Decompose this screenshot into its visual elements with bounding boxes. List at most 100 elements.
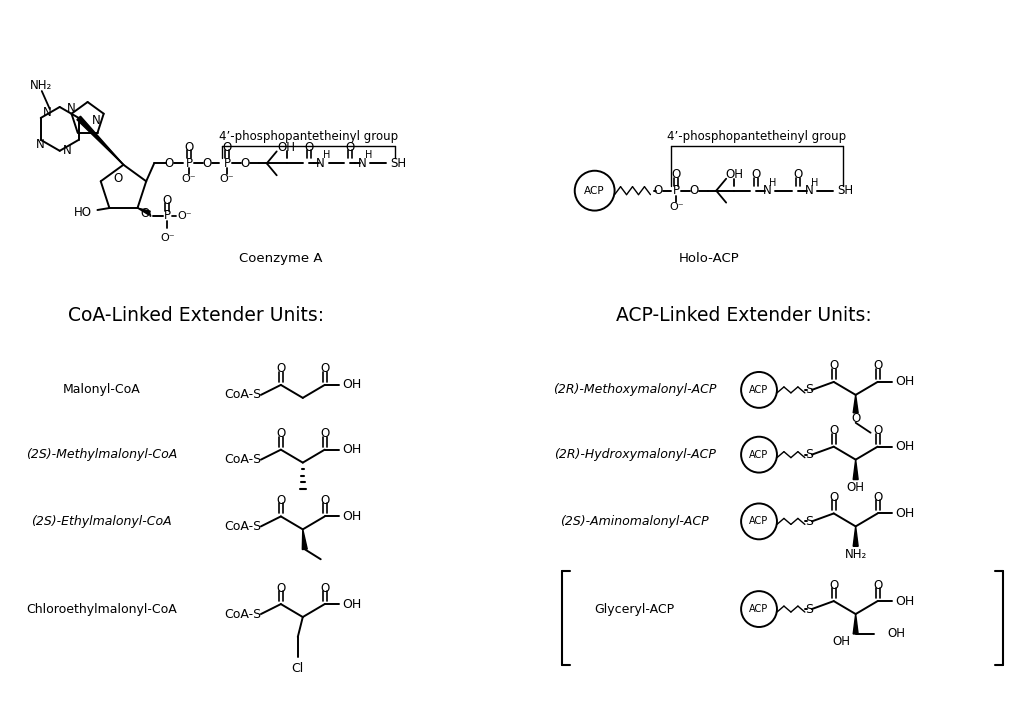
Circle shape [574,171,615,210]
Text: OH: OH [725,168,744,181]
Text: O: O [672,168,681,181]
Text: N: N [35,138,45,151]
Text: O: O [752,168,761,181]
Text: NH₂: NH₂ [29,79,52,92]
Text: O: O [113,173,124,185]
Text: CoA-Linked Extender Units:: CoA-Linked Extender Units: [68,306,324,325]
Text: O: O [164,157,174,170]
Circle shape [742,437,777,472]
Text: CoA-S: CoA-S [224,388,261,401]
Text: N: N [67,103,76,116]
Polygon shape [853,614,858,634]
Text: (2S)-Aminomalonyl-ACP: (2S)-Aminomalonyl-ACP [560,515,709,528]
Polygon shape [138,208,150,215]
Text: O: O [873,424,882,438]
Text: O: O [320,427,329,440]
Text: O: O [690,184,699,197]
Text: ACP: ACP [585,186,605,196]
Text: O: O [222,141,232,154]
Text: Malonyl-CoA: Malonyl-CoA [63,384,141,397]
Text: O: O [873,579,882,592]
Text: N: N [316,157,325,170]
Text: P: P [673,184,680,197]
Text: SH: SH [390,157,406,170]
Text: O⁻: O⁻ [181,174,197,184]
Text: S: S [805,603,812,616]
Circle shape [742,504,777,539]
Text: OH: OH [895,440,915,454]
Text: N: N [804,184,813,197]
Text: OH: OH [895,507,915,520]
Polygon shape [77,116,124,165]
Text: O⁻: O⁻ [220,174,234,184]
Text: ACP: ACP [750,385,769,395]
Text: O: O [873,360,882,373]
Text: O: O [653,184,664,197]
Text: O: O [141,207,150,221]
Text: P: P [164,210,171,223]
Text: OH: OH [342,443,362,456]
Text: Cl: Cl [292,662,304,676]
Text: P: P [224,157,230,170]
Text: ACP: ACP [750,516,769,526]
Text: (2S)-Ethylmalonyl-CoA: (2S)-Ethylmalonyl-CoA [31,515,172,528]
Text: N: N [63,144,72,157]
Text: H: H [811,178,819,188]
Text: Chloroethylmalonyl-CoA: Chloroethylmalonyl-CoA [26,603,177,616]
Text: O: O [240,157,249,170]
Text: O: O [793,168,802,181]
Text: (2R)-Methoxymalonyl-ACP: (2R)-Methoxymalonyl-ACP [553,384,716,397]
Text: 4’-phosphopantetheinyl group: 4’-phosphopantetheinyl group [668,130,847,143]
Text: OH: OH [895,376,915,389]
Text: OH: OH [342,510,362,523]
Text: O: O [829,579,839,592]
Text: OH: OH [887,628,906,641]
Text: O: O [829,360,839,373]
Text: Coenzyme A: Coenzyme A [239,252,322,265]
Text: OH: OH [895,595,915,608]
Text: O: O [345,141,355,154]
Text: N: N [43,106,51,119]
Text: Glyceryl-ACP: Glyceryl-ACP [595,603,675,616]
Text: OH: OH [342,598,362,611]
Text: ACP: ACP [750,604,769,614]
Polygon shape [302,529,307,550]
Text: OH: OH [833,636,851,649]
Text: OH: OH [278,141,296,154]
Text: S: S [805,515,812,528]
Text: O: O [320,582,329,595]
Text: SH: SH [838,184,854,197]
Text: CoA-S: CoA-S [224,453,261,466]
Text: O: O [277,494,286,507]
Text: H: H [365,151,372,160]
Text: CoA-S: CoA-S [224,608,261,620]
Text: O: O [320,494,329,507]
Circle shape [742,591,777,627]
Text: S: S [805,448,812,461]
Text: O: O [873,491,882,504]
Text: (2R)-Hydroxymalonyl-ACP: (2R)-Hydroxymalonyl-ACP [553,448,715,461]
Text: O⁻: O⁻ [669,202,684,212]
Text: HO: HO [74,207,91,220]
Text: O: O [277,582,286,595]
Text: H: H [769,178,777,188]
Polygon shape [853,459,858,480]
Text: O: O [277,427,286,440]
Text: O: O [277,363,286,376]
Text: O: O [304,141,313,154]
Text: CoA-S: CoA-S [224,520,261,533]
Text: H: H [323,151,330,160]
Text: N: N [92,114,101,127]
Text: O⁻: O⁻ [177,211,192,221]
Text: S: S [805,384,812,397]
Text: O: O [320,363,329,376]
Text: OH: OH [847,481,865,494]
Polygon shape [853,526,858,546]
Text: O⁻: O⁻ [160,233,174,243]
Text: Holo-ACP: Holo-ACP [679,252,739,265]
Text: 4’-phosphopantetheinyl group: 4’-phosphopantetheinyl group [219,130,398,143]
Text: (2S)-Methylmalonyl-CoA: (2S)-Methylmalonyl-CoA [26,448,177,461]
Text: O: O [184,141,193,154]
Text: OH: OH [342,379,362,392]
Text: N: N [358,157,367,170]
